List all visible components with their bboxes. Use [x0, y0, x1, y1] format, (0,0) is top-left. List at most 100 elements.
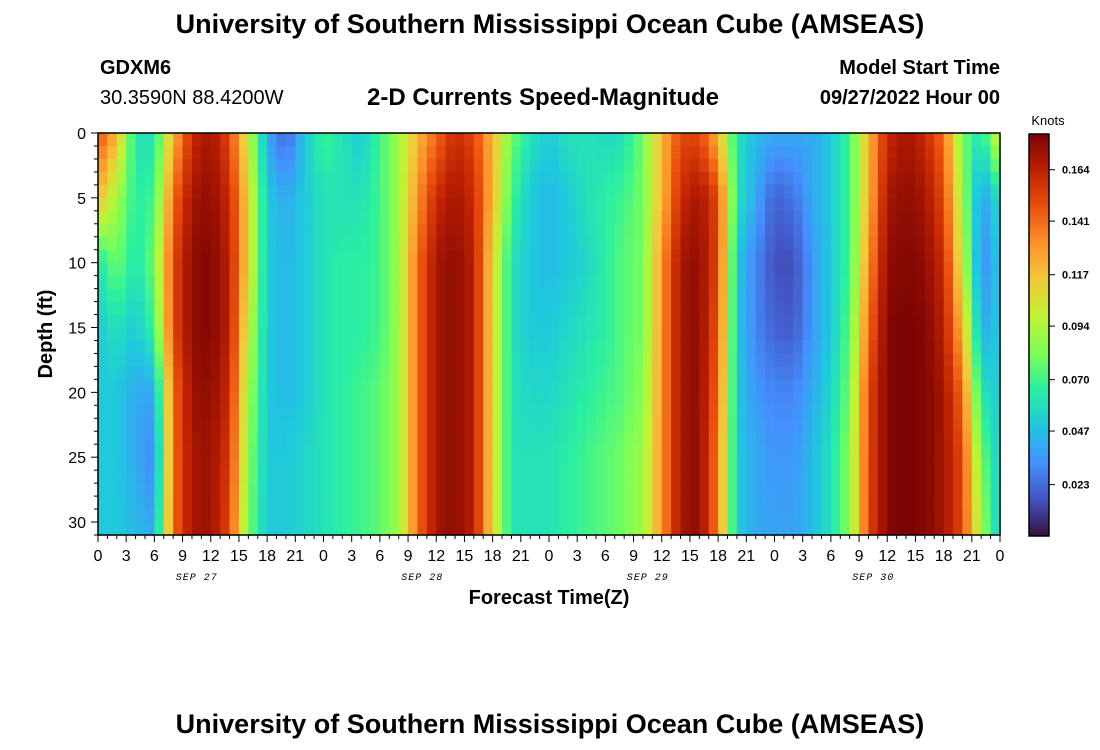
heatmap-cell [276, 496, 287, 510]
heatmap-cell [539, 457, 550, 471]
heatmap-cell [248, 392, 259, 406]
heatmap-cell [746, 327, 757, 342]
heatmap-cell [398, 418, 409, 432]
heatmap-cell [671, 392, 682, 406]
heatmap-cell [530, 483, 541, 497]
heatmap-cell [746, 509, 757, 523]
heatmap-cell [812, 314, 823, 329]
heatmap-cell [107, 405, 118, 419]
heatmap-cell [107, 145, 118, 160]
heatmap-cell [361, 236, 372, 251]
heatmap-cell [351, 275, 362, 290]
heatmap-cell [201, 483, 212, 497]
heatmap-cell [417, 405, 428, 419]
heatmap-cell [859, 470, 870, 484]
heatmap-cell [859, 249, 870, 264]
heatmap-cell [511, 509, 522, 523]
heatmap-cell [455, 314, 466, 329]
heatmap-cell [276, 314, 287, 329]
heatmap-cell [595, 509, 606, 523]
heatmap-cell [295, 210, 306, 225]
heatmap-cell [210, 158, 221, 173]
heatmap-cell [953, 457, 964, 471]
heatmap-cell [408, 236, 419, 251]
heatmap-cell [652, 392, 663, 406]
heatmap-cell [483, 340, 494, 355]
heatmap-cell [361, 457, 372, 471]
heatmap-cell [877, 197, 888, 212]
heatmap-cell [990, 158, 1001, 173]
heatmap-cell [379, 509, 390, 523]
heatmap-cell [539, 275, 550, 290]
heatmap-cell [689, 496, 700, 510]
heatmap-cell [502, 405, 513, 419]
heatmap-cell [887, 470, 898, 484]
heatmap-cell [595, 353, 606, 368]
heatmap-cell [793, 262, 804, 277]
heatmap-cell [436, 301, 447, 316]
heatmap-cell [943, 262, 954, 277]
heatmap-cell [953, 470, 964, 484]
heatmap-cell [736, 171, 747, 186]
heatmap-cell [577, 392, 588, 406]
heatmap-cell [530, 184, 541, 199]
heatmap-cell [849, 210, 860, 225]
heatmap-cell [238, 184, 249, 199]
heatmap-cell [323, 522, 334, 536]
heatmap-cell [558, 145, 569, 160]
heatmap-cell [652, 496, 663, 510]
heatmap-cell [144, 509, 155, 523]
heatmap-cell [746, 366, 757, 380]
heatmap-cell [736, 236, 747, 251]
heatmap-cell [962, 301, 973, 316]
heatmap-cell [971, 353, 982, 368]
heatmap-cell [755, 405, 766, 419]
heatmap-cell [652, 275, 663, 290]
heatmap-cell [689, 301, 700, 316]
heatmap-cell [755, 418, 766, 432]
heatmap-cell [126, 496, 137, 510]
heatmap-cell [276, 197, 287, 212]
heatmap-cell [144, 314, 155, 329]
heatmap-cell [201, 288, 212, 303]
heatmap-cell [473, 210, 484, 225]
heatmap-cell [492, 249, 503, 264]
heatmap-cell [257, 379, 268, 393]
heatmap-cell [981, 327, 992, 342]
heatmap-cell [98, 366, 108, 380]
heatmap-cell [727, 522, 738, 536]
heatmap-cell [971, 275, 982, 290]
heatmap-cell [962, 366, 973, 380]
heatmap-cell [163, 418, 174, 432]
heatmap-cell [220, 145, 231, 160]
heatmap-cell [990, 353, 1001, 368]
heatmap-cell [671, 418, 682, 432]
heatmap-cell [934, 418, 945, 432]
heatmap-cell [849, 171, 860, 186]
heatmap-cell [483, 405, 494, 419]
heatmap-cell [389, 392, 400, 406]
heatmap-cell [755, 133, 766, 147]
heatmap-cell [201, 431, 212, 445]
heatmap-cell [971, 288, 982, 303]
heatmap-cell [276, 184, 287, 199]
heatmap-cell [896, 145, 907, 160]
heatmap-cell [107, 223, 118, 238]
heatmap-cell [398, 405, 409, 419]
heatmap-cell [877, 288, 888, 303]
heatmap-cell [567, 353, 578, 368]
heatmap-cell [755, 444, 766, 458]
heatmap-cell [295, 340, 306, 355]
heatmap-cell [426, 301, 437, 316]
heatmap-cell [492, 457, 503, 471]
heatmap-cell [370, 301, 381, 316]
heatmap-cell [445, 184, 456, 199]
heatmap-cell [314, 145, 325, 160]
heatmap-cell [455, 171, 466, 186]
heatmap-cell [492, 171, 503, 186]
heatmap-cell [426, 392, 437, 406]
heatmap-cell [248, 353, 259, 368]
heatmap-cell [736, 340, 747, 355]
heatmap-cell [502, 145, 513, 160]
heatmap-cell [671, 431, 682, 445]
